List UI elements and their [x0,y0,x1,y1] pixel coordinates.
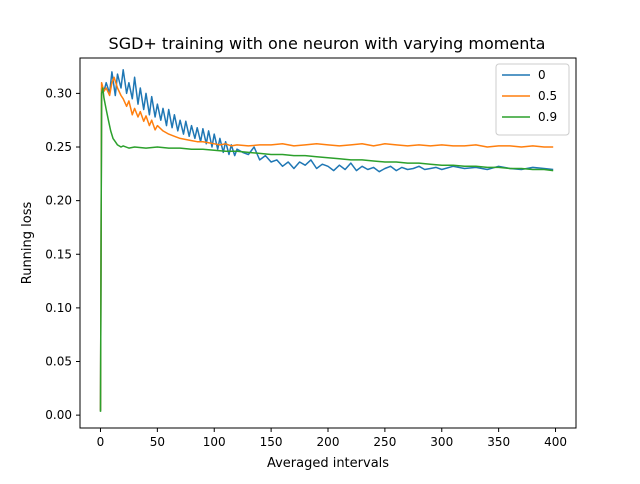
series-line-0 [99,69,554,411]
x-tick-label: 50 [150,435,165,449]
y-tick-label: 0.15 [45,247,72,261]
y-tick-label: 0.30 [45,86,72,100]
x-tick-label: 250 [373,435,396,449]
x-tick-label: 100 [203,435,226,449]
x-tick-label: 200 [317,435,340,449]
chart-title: SGD+ training with one neuron with varyi… [109,34,546,53]
legend-label-1: 0.5 [538,89,557,103]
y-tick-label: 0.00 [45,408,72,422]
series-line-2 [99,87,554,412]
x-tick-label: 150 [260,435,283,449]
x-tick-label: 300 [430,435,453,449]
legend-label-2: 0.9 [538,110,557,124]
x-axis-label: Averaged intervals [267,456,389,471]
y-tick-label: 0.05 [45,355,72,369]
legend-label-0: 0 [538,68,546,82]
y-tick-label: 0.25 [45,140,72,154]
x-tick-label: 400 [544,435,567,449]
y-tick-label: 0.10 [45,301,72,315]
y-tick-label: 0.20 [45,194,72,208]
series-line-1 [99,76,554,411]
x-tick-label: 350 [487,435,510,449]
y-axis-label: Running loss [20,202,35,285]
x-tick-label: 0 [97,435,105,449]
legend: 0 0.5 0.9 [495,63,570,136]
